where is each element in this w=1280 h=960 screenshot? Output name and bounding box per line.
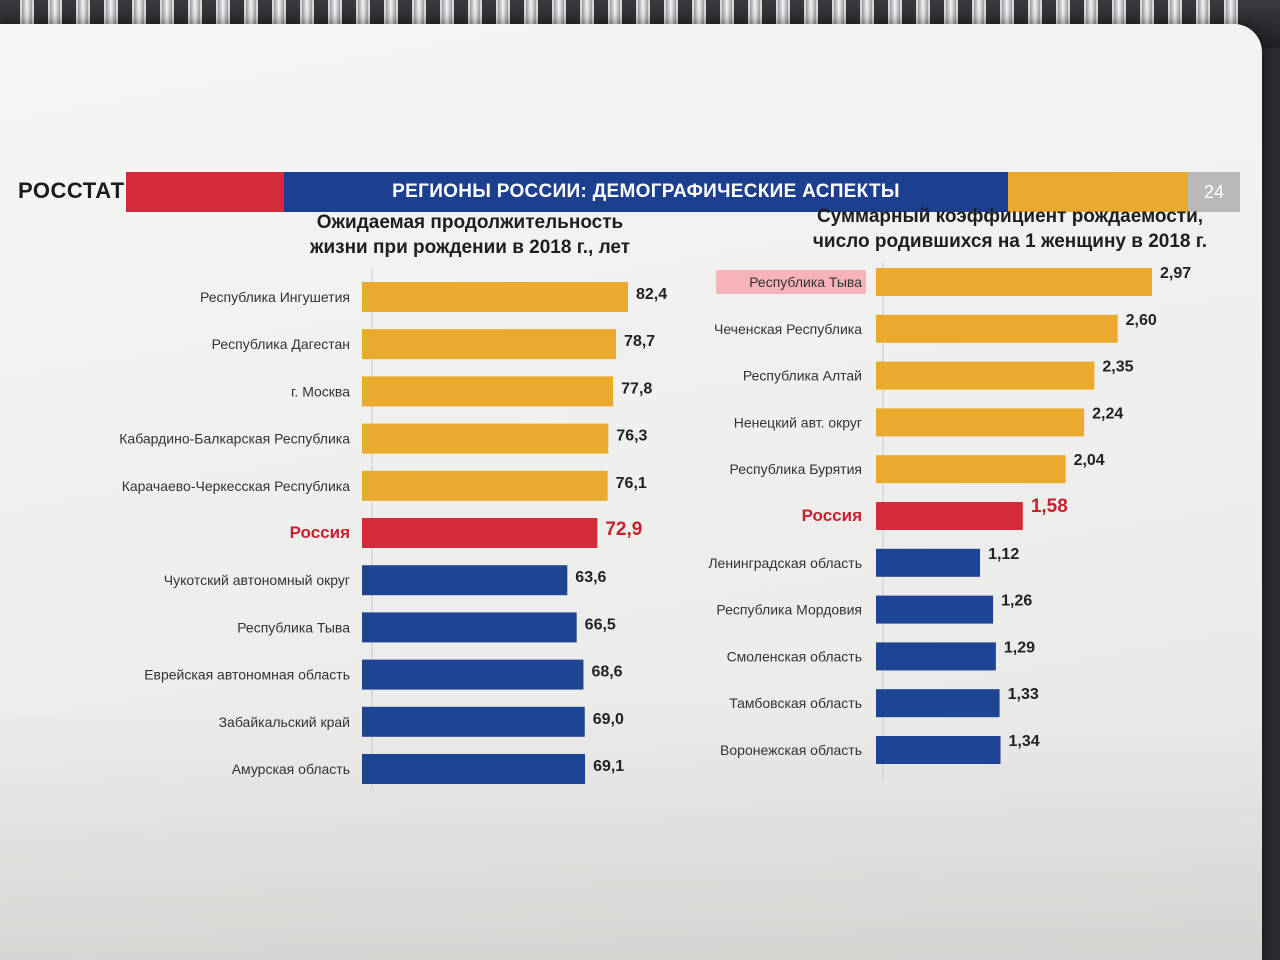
left-chart-title-line-2: жизни при рождении в 2018 г., лет <box>309 237 631 258</box>
left-chart-category-label: г. Москва <box>291 383 350 399</box>
right-chart-category-label: Республика Алтай <box>743 368 862 384</box>
right-chart-value-label: 1,58 <box>1031 496 1068 517</box>
left-chart-value-label: 82,4 <box>636 286 667 303</box>
header-blue-bar <box>284 172 1008 212</box>
left-chart-title: Ожидаемая продолжительность жизни при ро… <box>240 210 700 260</box>
left-chart-bar <box>362 612 577 643</box>
left-chart-bar <box>362 282 628 312</box>
left-chart-bar <box>362 659 584 690</box>
right-chart-category-label: Чеченская Республика <box>714 321 862 337</box>
right-chart-category-label: Россия <box>802 506 862 525</box>
right-chart-value-label: 2,60 <box>1126 312 1157 329</box>
right-chart-title-line-1: Суммарный коэффициент рождаемости, <box>816 206 1204 227</box>
left-chart-category-label: Кабардино-Балкарская Республика <box>119 431 350 447</box>
left-chart-value-label: 69,1 <box>593 758 624 775</box>
left-chart-value-label: 72,9 <box>605 519 642 540</box>
right-chart-bar <box>876 408 1085 437</box>
right-chart-bar <box>876 502 1023 530</box>
right-chart-value-label: 2,04 <box>1074 452 1105 469</box>
header-yellow-bar <box>1008 172 1188 212</box>
right-chart-bar <box>876 595 994 624</box>
page-header: РОССТАТ РЕГИОНЫ РОССИИ: ДЕМОГРАФИЧЕСКИЕ … <box>0 172 1240 212</box>
left-chart-bar <box>362 565 568 596</box>
left-chart-bar <box>362 518 598 548</box>
right-chart-value-label: 1,12 <box>988 546 1019 563</box>
left-chart-value-label: 66,5 <box>585 616 616 633</box>
left-chart-category-label: Республика Дагестан <box>212 336 350 352</box>
left-chart-category-label: Республика Ингушетия <box>200 289 350 305</box>
rosstat-logo: РОССТАТ <box>18 178 125 203</box>
page-title: РЕГИОНЫ РОССИИ: ДЕМОГРАФИЧЕСКИЕ АСПЕКТЫ <box>392 181 900 202</box>
left-chart-value-label: 63,6 <box>575 569 606 586</box>
left-chart-bar <box>362 706 585 737</box>
left-chart-category-label: Забайкальский край <box>219 714 350 730</box>
left-chart-value-label: 69,0 <box>593 711 624 728</box>
left-chart-category-label: Карачаево-Черкесская Республика <box>122 478 351 494</box>
left-chart-value-label: 78,7 <box>624 333 655 350</box>
right-chart-title-line-2: число родившихся на 1 женщину в 2018 г. <box>812 231 1208 252</box>
right-chart-category-label: Республика Мордовия <box>716 602 862 618</box>
right-chart-bar <box>876 455 1066 484</box>
left-chart-title-line-1: Ожидаемая продолжительность <box>316 212 624 233</box>
right-chart-category-label: Ленинградская область <box>708 555 862 571</box>
right-chart-bar <box>876 642 996 671</box>
header-red-bar <box>126 172 284 212</box>
right-chart-bar <box>876 314 1118 343</box>
right-chart-value-label: 2,24 <box>1092 405 1123 422</box>
left-chart-value-label: 77,8 <box>621 380 652 397</box>
right-chart-title: Суммарный коэффициент рождаемости, число… <box>770 204 1250 254</box>
left-chart-bar <box>362 376 614 407</box>
left-chart-bar <box>362 329 617 360</box>
left-chart-category-label: Еврейская автономная область <box>144 667 350 683</box>
right-chart-value-label: 1,26 <box>1001 593 1032 610</box>
header-grey-bar <box>1188 172 1240 212</box>
right-chart-bar <box>876 548 981 577</box>
right-chart-category-label: Республика Тыва <box>749 274 862 290</box>
right-chart-bar <box>876 361 1095 390</box>
left-chart-value-label: 76,3 <box>616 428 647 445</box>
right-chart-category-label: Ненецкий авт. округ <box>734 414 862 430</box>
left-chart-bar <box>362 423 609 454</box>
left-chart-bar <box>362 754 586 784</box>
right-chart-value-label: 2,97 <box>1160 265 1191 282</box>
right-chart-bar <box>876 736 1001 764</box>
right-chart-label-highlight <box>716 270 866 294</box>
left-chart-bar <box>362 470 608 501</box>
left-chart-category-label: Республика Тыва <box>237 619 350 635</box>
left-chart-value-label: 76,1 <box>616 475 647 492</box>
right-chart-category-label: Тамбовская область <box>729 695 862 711</box>
right-chart-value-label: 1,34 <box>1009 733 1040 750</box>
right-chart-bar <box>876 268 1152 296</box>
left-chart-category-label: Амурская область <box>232 761 350 777</box>
right-chart-category-label: Воронежская область <box>720 742 862 758</box>
left-chart-category-label: Россия <box>290 523 350 542</box>
right-chart-value-label: 1,29 <box>1004 639 1035 656</box>
right-chart-category-label: Республика Бурятия <box>730 461 862 477</box>
left-chart-value-label: 68,6 <box>591 664 622 681</box>
right-chart-bar <box>876 689 1000 718</box>
page-number: 24 <box>1203 182 1225 202</box>
right-chart-category-label: Смоленская область <box>727 648 862 664</box>
right-chart-value-label: 2,35 <box>1102 359 1133 376</box>
right-chart-value-label: 1,33 <box>1008 686 1039 703</box>
left-chart-category-label: Чукотский автономный округ <box>164 572 350 588</box>
